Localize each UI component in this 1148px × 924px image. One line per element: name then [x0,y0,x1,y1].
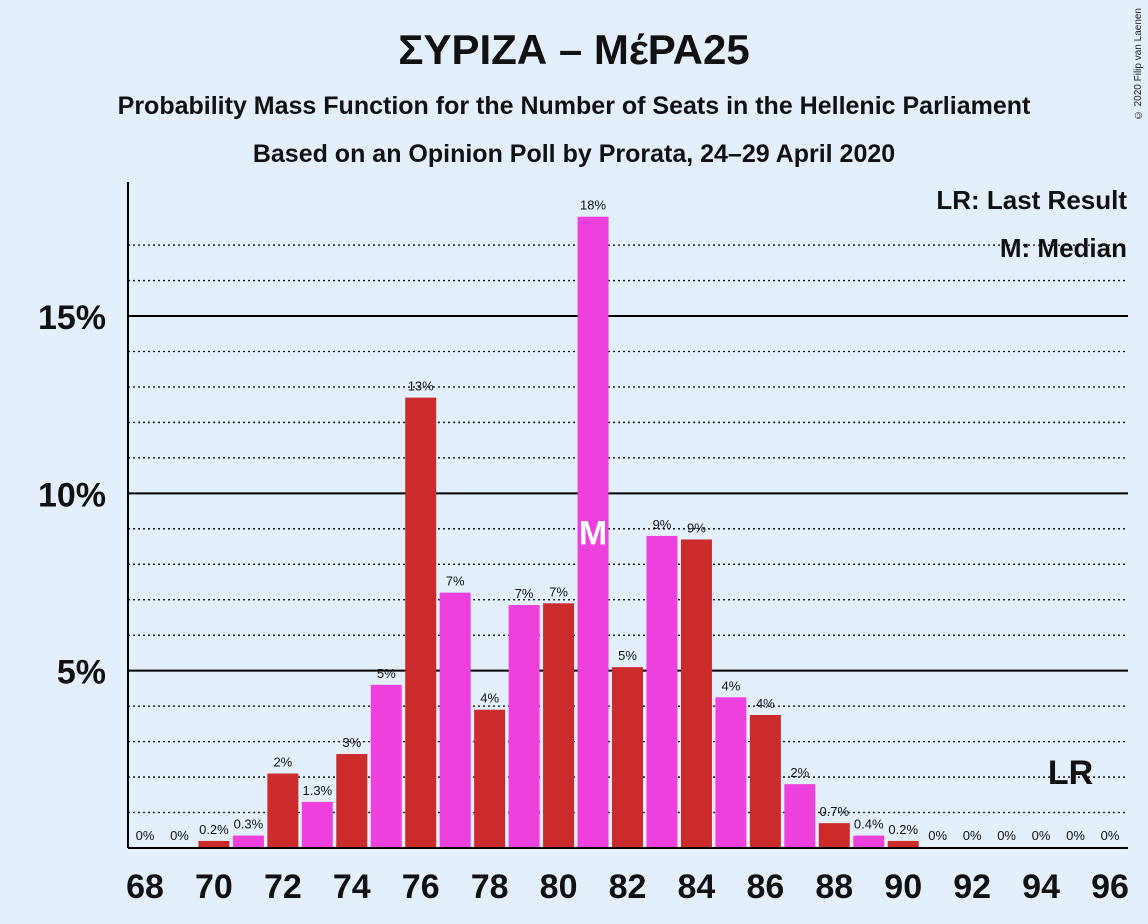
chart-subtitle-2: Based on an Opinion Poll by Prorata, 24–… [253,140,895,168]
x-tick-label: 82 [609,868,647,906]
x-tick-label: 74 [333,868,371,906]
bar [508,605,540,848]
bar [336,754,368,848]
bar [232,835,264,848]
bar-value-label: 2% [273,755,292,770]
bar [612,667,643,848]
bar-value-label: 7% [549,584,568,599]
y-tick-label: 10% [38,476,106,514]
bar-value-label: 0.4% [854,817,884,832]
bar [301,801,333,848]
bar-labels: 0% 0% 0.2% 0.3% 2% 1.3% 3% 5% 13% 7% 4% 7% 7% 18% 5% 9%… [136,198,1120,843]
x-tick-label: 70 [195,868,233,906]
x-tick-label: 92 [953,868,991,906]
bar-value-label: 0% [928,828,947,843]
x-tick-label: 78 [471,868,509,906]
bar-value-label: 1.3% [303,783,333,798]
x-tick-label: 94 [1022,868,1060,906]
bar-value-label: 0% [1032,828,1051,843]
bar [267,773,299,848]
bar [577,216,609,849]
bar [853,835,885,848]
bar-value-label: 3% [342,735,361,750]
bar [370,684,402,848]
x-tick-label: 96 [1091,868,1129,906]
x-tick-label: 72 [264,868,302,906]
x-tick-label: 90 [884,868,922,906]
bar-value-label: 0% [1101,828,1120,843]
bar-value-label: 9% [687,520,706,535]
legend-last-result: LR: Last Result [936,185,1127,215]
bar [405,397,437,848]
bar-value-label: 0% [136,828,155,843]
bar-value-label: 0.2% [199,822,229,837]
y-tick-label: 5% [57,654,106,692]
bar-value-label: 5% [377,666,396,681]
bar [680,539,712,848]
bar [474,709,506,848]
legend-median: M: Median [1000,233,1127,263]
bar [543,603,575,848]
bar-value-label: 7% [515,586,534,601]
chart-subtitle: Probability Mass Function for the Number… [118,92,1031,120]
bar [818,823,850,848]
x-tick-labels: 68 70 72 74 76 78 80 82 84 86 88 90 92 94 96 [126,868,1129,906]
bar-value-label: 2% [790,765,809,780]
x-tick-label: 84 [678,868,716,906]
x-tick-label: 88 [815,868,853,906]
bar-value-label: 5% [618,648,637,663]
bars [198,216,919,849]
bar [784,784,816,848]
bar-value-label: 0.7% [819,804,849,819]
bar [749,715,781,848]
median-marker: M [579,514,607,552]
bar [439,592,471,848]
last-result-marker: LR [1048,754,1093,792]
bar [198,840,230,848]
bar-value-label: 0% [1066,828,1085,843]
bar-value-label: 4% [480,691,499,706]
x-tick-label: 76 [402,868,440,906]
y-tick-labels: 5% 10% 15% [38,299,106,692]
copyright: © 2020 Filip van Laenen [1133,8,1144,121]
bar-value-label: 0.2% [888,822,918,837]
bar-value-label: 7% [446,574,465,589]
bar-value-label: 9% [653,517,672,532]
bar-value-label: 0% [963,828,982,843]
bar-value-label: 0% [170,828,189,843]
bar-value-label: 0% [997,828,1016,843]
bar-value-label: 13% [408,379,434,394]
bar-value-label: 0.3% [234,817,264,832]
y-tick-label: 15% [38,299,106,337]
bar [887,840,919,848]
x-tick-label: 86 [746,868,784,906]
bar-value-label: 4% [721,678,740,693]
x-tick-label: 68 [126,868,164,906]
markers: M LR [579,514,1093,792]
bar [646,535,678,848]
x-tick-label: 80 [540,868,578,906]
bar-value-label: 18% [580,198,606,213]
bar-value-label: 4% [756,696,775,711]
bar [715,697,747,848]
chart-title: ΣΥΡΙΖΑ – ΜέΡΑ25 [398,26,749,73]
